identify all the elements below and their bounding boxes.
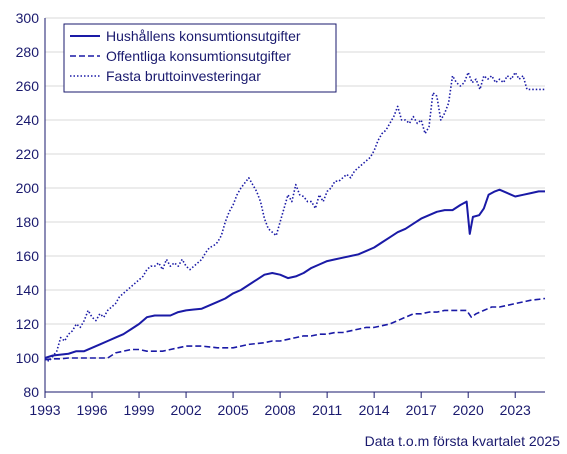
series-line-3 (44, 71, 545, 363)
x-tick-label: 2014 (359, 402, 390, 418)
y-tick-label: 80 (23, 384, 39, 400)
series-line-1 (44, 188, 545, 359)
x-tick-label: 2020 (453, 402, 484, 418)
x-tick-label: 2017 (406, 402, 437, 418)
series-line-2 (44, 297, 546, 361)
legend-label-3: Fasta bruttoinvesteringar (106, 68, 261, 84)
x-tick-label: 1996 (76, 402, 107, 418)
y-tick-label: 200 (16, 180, 40, 196)
x-tick-label: 2005 (218, 402, 249, 418)
y-tick-label: 180 (16, 214, 40, 230)
x-tick-label: 2002 (170, 402, 201, 418)
x-tick-label: 2008 (265, 402, 296, 418)
y-tick-label: 240 (16, 112, 40, 128)
y-tick-label: 260 (16, 78, 40, 94)
x-tick-label: 2023 (500, 402, 531, 418)
y-tick-label: 120 (16, 316, 40, 332)
legend-label-1: Hushållens konsumtionsutgifter (106, 28, 301, 44)
y-tick-label: 300 (16, 10, 40, 26)
legend-label-2: Offentliga konsumtionsutgifter (106, 48, 291, 64)
legend-box (63, 23, 337, 93)
x-tick-label: 1993 (29, 402, 60, 418)
x-tick-label: 1999 (123, 402, 154, 418)
y-tick-label: 100 (16, 350, 40, 366)
series-lines (44, 71, 546, 363)
axes: 80 100 120 140 160 180 200 220 240 260 280 300 1993 1… (16, 10, 545, 418)
y-tick-label: 220 (16, 146, 40, 162)
footnote-text: Data t.o.m första kvartalet 2025 (365, 433, 561, 449)
y-tick-label: 140 (16, 282, 40, 298)
x-tick-label: 2011 (312, 402, 342, 418)
y-tick-label: 160 (16, 248, 40, 264)
y-tick-label: 280 (16, 44, 40, 60)
legend: Hushållens konsumtionsutgifter Offentliga… (63, 23, 337, 93)
